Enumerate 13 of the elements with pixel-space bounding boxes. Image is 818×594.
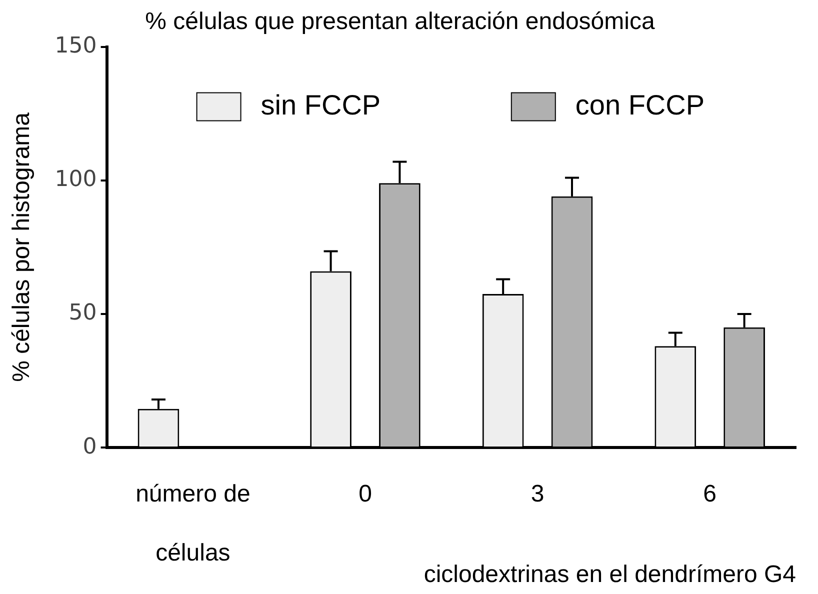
x-tick-label: 6 <box>703 480 717 508</box>
x-tick-label: 3 <box>530 480 544 508</box>
y-tick-label: 50 <box>68 300 97 326</box>
y-tick-label: 150 <box>54 34 97 59</box>
category-label: número de células <box>136 480 250 566</box>
y-tick-label: 100 <box>54 167 97 192</box>
y-axis-title: % células por histograma <box>8 112 36 382</box>
x-tick-label: 0 <box>358 480 372 508</box>
chart-title: % células que presentan alteración endosómica <box>145 8 656 36</box>
legend-label: sin FCCP <box>260 90 381 121</box>
legend-label: con FCCP <box>575 90 705 121</box>
y-tick-label: 0 <box>82 434 97 460</box>
x-axis-title: ciclodextrinas en el dendrímero G4 <box>424 561 796 588</box>
